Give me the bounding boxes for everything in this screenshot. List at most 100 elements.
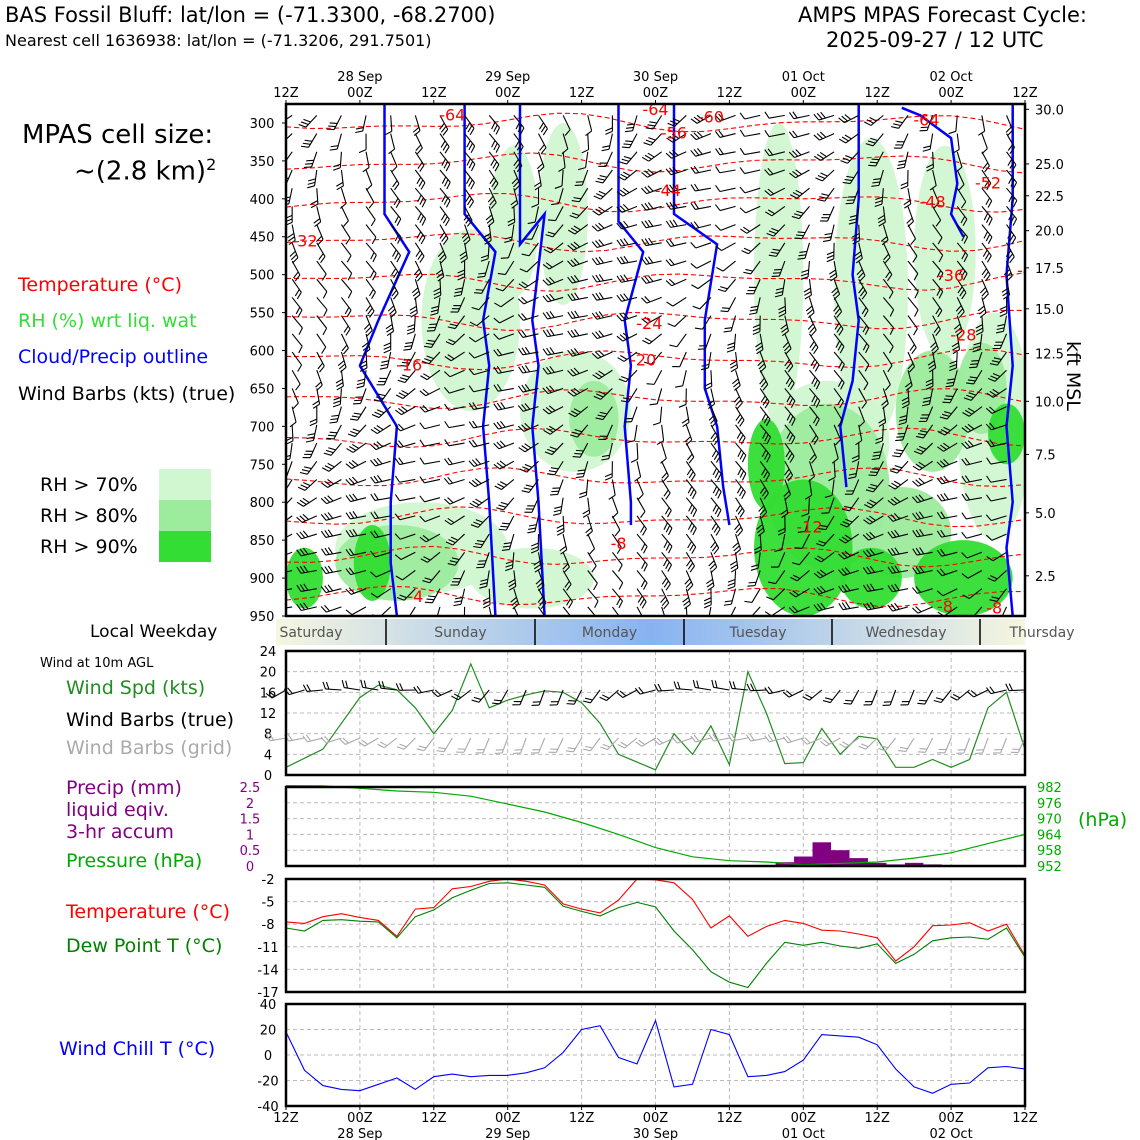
wind-barb-479-flag-2 [992,388,1000,394]
wind-barb-99-flag-0 [514,184,521,191]
wind-barb-717 [936,529,958,538]
wind-barb-745-flag-2 [894,547,900,555]
wind-barb-284 [616,274,638,283]
wind-barb-296-flag-0 [938,291,944,299]
wind-barb-71 [558,151,566,172]
wind-barb-721 [296,547,317,557]
wind-barb-538-flag-0 [961,427,969,433]
wind-barb-98-staff [488,169,499,184]
wind-barb-447-flag-1 [946,381,955,384]
wind-barb-323 [858,297,869,318]
wind-barb-719 [985,533,1007,541]
precip-ytick-1: 0.5 [240,844,261,859]
wind-barb-186-flag-2 [439,232,445,239]
wind-barb-52-flag-0 [813,134,820,141]
chill-ytick-3: -20 [257,1075,278,1090]
wind-barb-499-staff [759,406,771,420]
wind-barb-294-staff [882,278,894,293]
wind-barb-706 [685,533,697,554]
weekday-label-4: Wednesday [865,625,946,641]
grid-barb-25-flag-1 [730,733,737,741]
wind-barb-312-staff [571,296,588,302]
wind-barb-80 [764,148,785,157]
grid-barb-38 [974,737,989,754]
wind-barb-548-flag-1 [472,439,478,447]
wind-barb-17-flag-1 [693,116,701,123]
wind-barb-753-staff [350,569,367,576]
wind-barb-23-staff [844,114,859,124]
wind-barb-245-staff [414,260,423,276]
wind-barb-358-flag-2 [975,324,983,329]
wind-barb-503 [858,406,865,428]
wind-barb-838 [970,606,983,616]
wind-barb-4-flag-0 [384,130,393,136]
wind-barb-822-staff [587,606,599,616]
wind-barb-177-flag-1 [960,216,966,224]
wind-barb-669-flag-0 [498,528,507,531]
surface-barb-0-flag-0 [265,692,273,699]
wind-barb-199 [740,224,761,234]
wind-barb-767-flag-0 [707,585,715,591]
wind-barb-477-flag-1 [943,398,952,401]
wind-barb-380-flag-0 [785,348,792,355]
wind-barb-655 [887,496,909,506]
wind-barb-742-staff [820,551,835,563]
wind-barb-750 [286,569,293,575]
wind-barb-667-staff [450,515,465,526]
wind-barb-465-staff [656,388,663,404]
wind-barb-72-flag-0 [578,167,586,171]
surface-barb-3 [322,681,342,691]
wind-barb-751-flag-0 [296,566,302,574]
wind-barb-490-flag-2 [524,403,531,410]
top-time-label-9: 00Z [938,86,964,101]
wind-barb-14-staff [632,115,638,131]
wind-barb-284-staff [621,278,638,283]
wind-barb-85 [896,151,909,170]
wind-barb-763-staff [611,570,624,584]
wind-barb-461-flag-2 [549,385,556,392]
wind-barb-231-flag-2 [799,250,808,253]
wind-barb-745-staff [892,551,909,556]
wind-barb-506 [918,406,934,422]
wind-barb-331-flag-0 [322,327,328,336]
temp-label-16: -4 [407,587,423,606]
wind-barb-478 [963,388,983,401]
wind-barb-304-flag-0 [390,312,397,319]
wind-barb-152-flag-0 [343,220,349,227]
wind-barb-671 [556,515,565,536]
wind-barb-385 [907,333,917,355]
wind-barb-102-flag-1 [575,181,584,183]
wind-barb-39-flag-0 [518,146,524,154]
pressure-ytick-5: 982 [1037,781,1062,796]
wind-barb-172-flag-1 [821,217,830,219]
wind-barb-62-staff [339,151,342,168]
top-date-label-0: 28 Sep [337,70,382,85]
wind-barb-774-flag-2 [869,565,876,573]
surface-barb-11-staff [478,689,490,703]
wind-barb-796-flag-1 [683,600,690,606]
wind-barb-263-flag-1 [857,272,865,279]
wind-barb-664-flag-1 [373,511,379,519]
wind-barb-766-flag-2 [684,578,691,585]
wind-barb-228-staff [721,242,736,252]
wind-barb-737 [708,552,718,573]
wind-barb-690 [286,533,293,542]
wind-barb-505 [898,406,909,426]
wind-barb-480-staff [291,406,297,423]
wind-barb-13-flag-1 [605,127,613,132]
wind-barb-358-flag-1 [975,327,984,333]
wind-barb-254-flag-0 [616,257,622,265]
wind-barb-73-staff [605,151,613,167]
wind-barb-296-staff [932,278,944,292]
wind-barb-408 [729,351,739,373]
wind-barb-686-flag-0 [912,513,918,520]
wind-barb-416-flag-2 [927,360,935,366]
wind-barb-361 [316,333,327,354]
grid-barb-20 [635,737,656,747]
wind-barb-836 [912,606,933,614]
wind-barb-813 [345,606,367,616]
wind-barb-11-flag-0 [564,129,571,136]
wind-barb-283-flag-1 [595,274,601,282]
wind-barb-567-staff [943,442,958,452]
wind-barb-68-flag-1 [492,161,498,169]
